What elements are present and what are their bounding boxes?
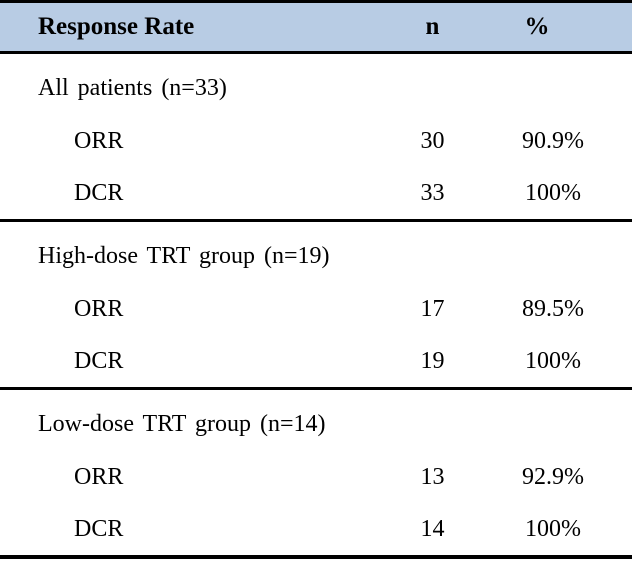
- row-label: ORR: [74, 127, 124, 154]
- table-row: ORR 30 90.9%: [0, 115, 632, 168]
- section-low-dose-trt: Low-dose TRT group (n=14) ORR 13 92.9% D…: [0, 389, 632, 557]
- row-pct-value: 89.5%: [522, 295, 584, 322]
- column-header-n: n: [425, 13, 440, 40]
- row-pct-value: 92.9%: [522, 463, 584, 490]
- section-title: High-dose TRT group (n=19): [38, 242, 330, 269]
- section-title: All patients (n=33): [38, 74, 227, 101]
- column-header-percent: %: [524, 13, 550, 40]
- row-label: DCR: [74, 347, 124, 374]
- section-title: Low-dose TRT group (n=14): [38, 410, 326, 437]
- section-title-row: Low-dose TRT group (n=14): [0, 389, 632, 451]
- row-n-value: 19: [420, 347, 445, 374]
- table-row: DCR 19 100%: [0, 336, 632, 389]
- row-pct-value: 90.9%: [522, 127, 584, 154]
- response-rate-table: Response Rate n % All patients (n=33) OR…: [0, 0, 632, 559]
- table-row: DCR 33 100%: [0, 168, 632, 221]
- table-header-row: Response Rate n %: [0, 1, 632, 53]
- section-title-row: All patients (n=33): [0, 53, 632, 115]
- table-row: ORR 13 92.9%: [0, 451, 632, 504]
- row-n-value: 13: [420, 463, 445, 490]
- row-label: ORR: [74, 463, 124, 490]
- row-pct-value: 100%: [525, 179, 581, 206]
- row-label: DCR: [74, 179, 124, 206]
- table-row: ORR 17 89.5%: [0, 283, 632, 336]
- row-n-value: 17: [420, 295, 445, 322]
- table-row: DCR 14 100%: [0, 504, 632, 557]
- section-high-dose-trt: High-dose TRT group (n=19) ORR 17 89.5% …: [0, 221, 632, 389]
- section-title-row: High-dose TRT group (n=19): [0, 221, 632, 283]
- table-header: Response Rate n %: [0, 1, 632, 53]
- row-n-value: 30: [420, 127, 445, 154]
- column-header-response-rate: Response Rate: [38, 13, 195, 40]
- section-all-patients: All patients (n=33) ORR 30 90.9% DCR 33 …: [0, 53, 632, 221]
- row-n-value: 33: [420, 179, 445, 206]
- row-pct-value: 100%: [525, 347, 581, 374]
- row-pct-value: 100%: [525, 515, 581, 542]
- row-label: DCR: [74, 515, 124, 542]
- row-n-value: 14: [420, 515, 445, 542]
- row-label: ORR: [74, 295, 124, 322]
